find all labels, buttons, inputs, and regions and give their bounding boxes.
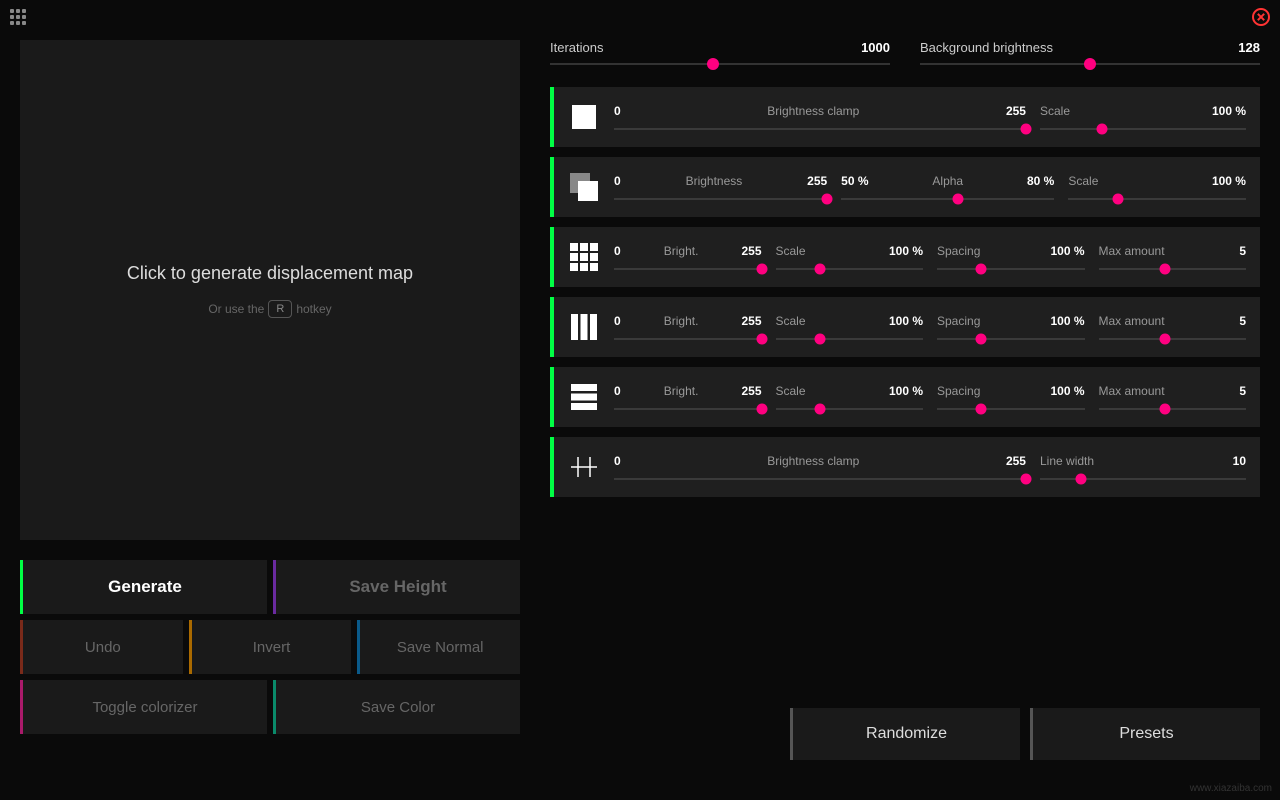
layer-row: 0Bright.255 Scale100 % Spacing100 % Max amo… <box>550 227 1260 287</box>
param-slider[interactable]: Scale100 % <box>1068 174 1246 200</box>
slider-thumb[interactable] <box>976 334 987 345</box>
save-color-button[interactable]: Save Color <box>273 680 520 734</box>
iterations-slider[interactable]: Iterations1000 <box>550 40 890 65</box>
slider-thumb[interactable] <box>1096 124 1107 135</box>
param-slider[interactable]: Spacing100 % <box>937 384 1085 410</box>
generate-button[interactable]: Generate <box>20 560 267 614</box>
param-slider[interactable]: Scale100 % <box>1040 104 1246 130</box>
preview-canvas[interactable]: Click to generate displacement map Or us… <box>20 40 520 540</box>
param-slider[interactable]: Max amount5 <box>1099 244 1247 270</box>
square-icon[interactable] <box>566 99 602 135</box>
slider-thumb[interactable] <box>814 334 825 345</box>
slider-thumb[interactable] <box>756 264 767 275</box>
param-slider[interactable]: 0Bright.255 <box>614 384 762 410</box>
layer-row: 0Brightness255 50 %Alpha80 % Scale100 % <box>550 157 1260 217</box>
slider-thumb[interactable] <box>707 58 719 70</box>
canvas-title: Click to generate displacement map <box>127 263 413 284</box>
param-slider[interactable]: 0Bright.255 <box>614 244 762 270</box>
param-slider[interactable]: Spacing100 % <box>937 244 1085 270</box>
bars-h-icon[interactable] <box>566 379 602 415</box>
param-slider[interactable]: Scale100 % <box>776 314 924 340</box>
randomize-button[interactable]: Randomize <box>790 708 1020 760</box>
slider-thumb[interactable] <box>756 334 767 345</box>
param-slider[interactable]: 50 %Alpha80 % <box>841 174 1054 200</box>
presets-button[interactable]: Presets <box>1030 708 1260 760</box>
layer-row: 0Bright.255 Scale100 % Spacing100 % Max amo… <box>550 297 1260 357</box>
param-slider[interactable]: Scale100 % <box>776 244 924 270</box>
param-slider[interactable]: Max amount5 <box>1099 314 1247 340</box>
slider-thumb[interactable] <box>1113 194 1124 205</box>
lines-cross-icon[interactable] <box>566 449 602 485</box>
param-slider[interactable]: 0Brightness clamp255 <box>614 104 1026 130</box>
param-slider[interactable]: Max amount5 <box>1099 384 1247 410</box>
slider-thumb[interactable] <box>976 264 987 275</box>
slider-thumb[interactable] <box>1084 58 1096 70</box>
bars-v-icon[interactable] <box>566 309 602 345</box>
slider-thumb[interactable] <box>1076 474 1087 485</box>
slider-thumb[interactable] <box>756 404 767 415</box>
invert-button[interactable]: Invert <box>189 620 352 674</box>
toggle-colorizer-button[interactable]: Toggle colorizer <box>20 680 267 734</box>
slider-thumb[interactable] <box>1159 404 1170 415</box>
slider-thumb[interactable] <box>1159 264 1170 275</box>
layer-row: 0Brightness clamp255 Line width10 <box>550 437 1260 497</box>
save-normal-button[interactable]: Save Normal <box>357 620 520 674</box>
param-slider[interactable]: 0Brightness clamp255 <box>614 454 1026 480</box>
slider-thumb[interactable] <box>976 404 987 415</box>
slider-thumb[interactable] <box>1021 124 1032 135</box>
layer-row: 0Brightness clamp255 Scale100 % <box>550 87 1260 147</box>
close-icon[interactable] <box>1252 8 1270 26</box>
layer-row: 0Bright.255 Scale100 % Spacing100 % Max amo… <box>550 367 1260 427</box>
param-slider[interactable]: Spacing100 % <box>937 314 1085 340</box>
save-height-button[interactable]: Save Height <box>273 560 520 614</box>
slider-thumb[interactable] <box>1159 334 1170 345</box>
param-slider[interactable]: Line width10 <box>1040 454 1246 480</box>
grid-9-icon[interactable] <box>566 239 602 275</box>
param-slider[interactable]: 0Brightness255 <box>614 174 827 200</box>
bg-brightness-slider[interactable]: Background brightness128 <box>920 40 1260 65</box>
slider-thumb[interactable] <box>822 194 833 205</box>
param-slider[interactable]: 0Bright.255 <box>614 314 762 340</box>
param-slider[interactable]: Scale100 % <box>776 384 924 410</box>
menu-grid-icon[interactable] <box>10 9 26 25</box>
canvas-subtitle: Or use the R hotkey <box>208 300 331 318</box>
overlap-squares-icon[interactable] <box>566 169 602 205</box>
slider-thumb[interactable] <box>814 264 825 275</box>
undo-button[interactable]: Undo <box>20 620 183 674</box>
slider-thumb[interactable] <box>953 194 964 205</box>
slider-thumb[interactable] <box>1021 474 1032 485</box>
slider-thumb[interactable] <box>814 404 825 415</box>
watermark: www.xiazaiba.com <box>1190 783 1272 794</box>
hotkey-badge: R <box>268 300 292 318</box>
